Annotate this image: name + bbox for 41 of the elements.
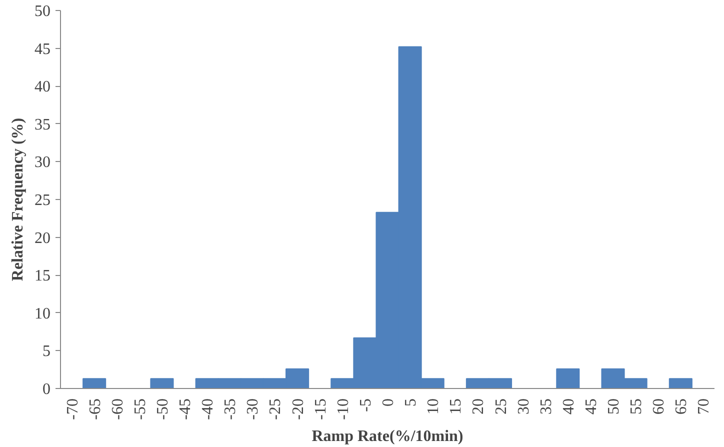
- x-tick-label: -45: [177, 398, 194, 420]
- y-tick-label: 45: [34, 40, 50, 58]
- y-tick-label: 5: [42, 343, 50, 360]
- x-axis-title: Ramp Rate(%/10min): [312, 428, 464, 445]
- x-tick-label: -65: [86, 398, 104, 420]
- y-tick-label: 20: [34, 230, 50, 247]
- x-tick-label: 70: [696, 398, 713, 414]
- x-tick-label: -15: [312, 398, 330, 420]
- x-tick-label: -55: [132, 398, 149, 420]
- x-tick-label: -25: [267, 398, 284, 420]
- x-tick-label: -50: [154, 398, 172, 420]
- x-tick-label: -20: [290, 398, 307, 420]
- x-tick-label: -10: [334, 398, 352, 420]
- x-tick-label: -35: [222, 398, 240, 420]
- x-tick-label: 50: [606, 398, 623, 414]
- x-tick-label: 45: [582, 398, 600, 414]
- x-tick-label: 0: [380, 398, 397, 406]
- x-tick-label: 65: [673, 398, 690, 414]
- x-tick-label: -30: [244, 398, 262, 420]
- x-tick-label: 10: [425, 398, 442, 414]
- x-tick-label: 55: [628, 398, 646, 414]
- x-tick-label: 5: [402, 398, 420, 406]
- y-tick-label: 30: [34, 154, 50, 172]
- x-tick-label: -5: [357, 398, 374, 412]
- y-tick-label: 15: [34, 268, 50, 285]
- y-tick-label: 10: [34, 305, 50, 322]
- x-tick-label: 15: [448, 398, 465, 414]
- x-tick-label: 30: [515, 398, 532, 414]
- y-tick-label: 40: [34, 78, 50, 96]
- x-tick-label: 20: [470, 398, 488, 414]
- y-axis-title: Relative Frequency (%): [10, 118, 26, 282]
- y-tick-label: 25: [34, 192, 50, 209]
- x-tick-label: 40: [560, 398, 578, 414]
- x-tick-label: -70: [64, 398, 82, 420]
- x-tick-label: -40: [200, 398, 217, 420]
- x-tick-label: -60: [109, 398, 126, 420]
- x-tick-label: 35: [538, 398, 555, 414]
- y-tick-label: 35: [34, 116, 50, 134]
- x-tick-label: 25: [492, 398, 510, 414]
- x-tick-label: 60: [650, 398, 668, 414]
- y-tick-label: 50: [34, 3, 50, 20]
